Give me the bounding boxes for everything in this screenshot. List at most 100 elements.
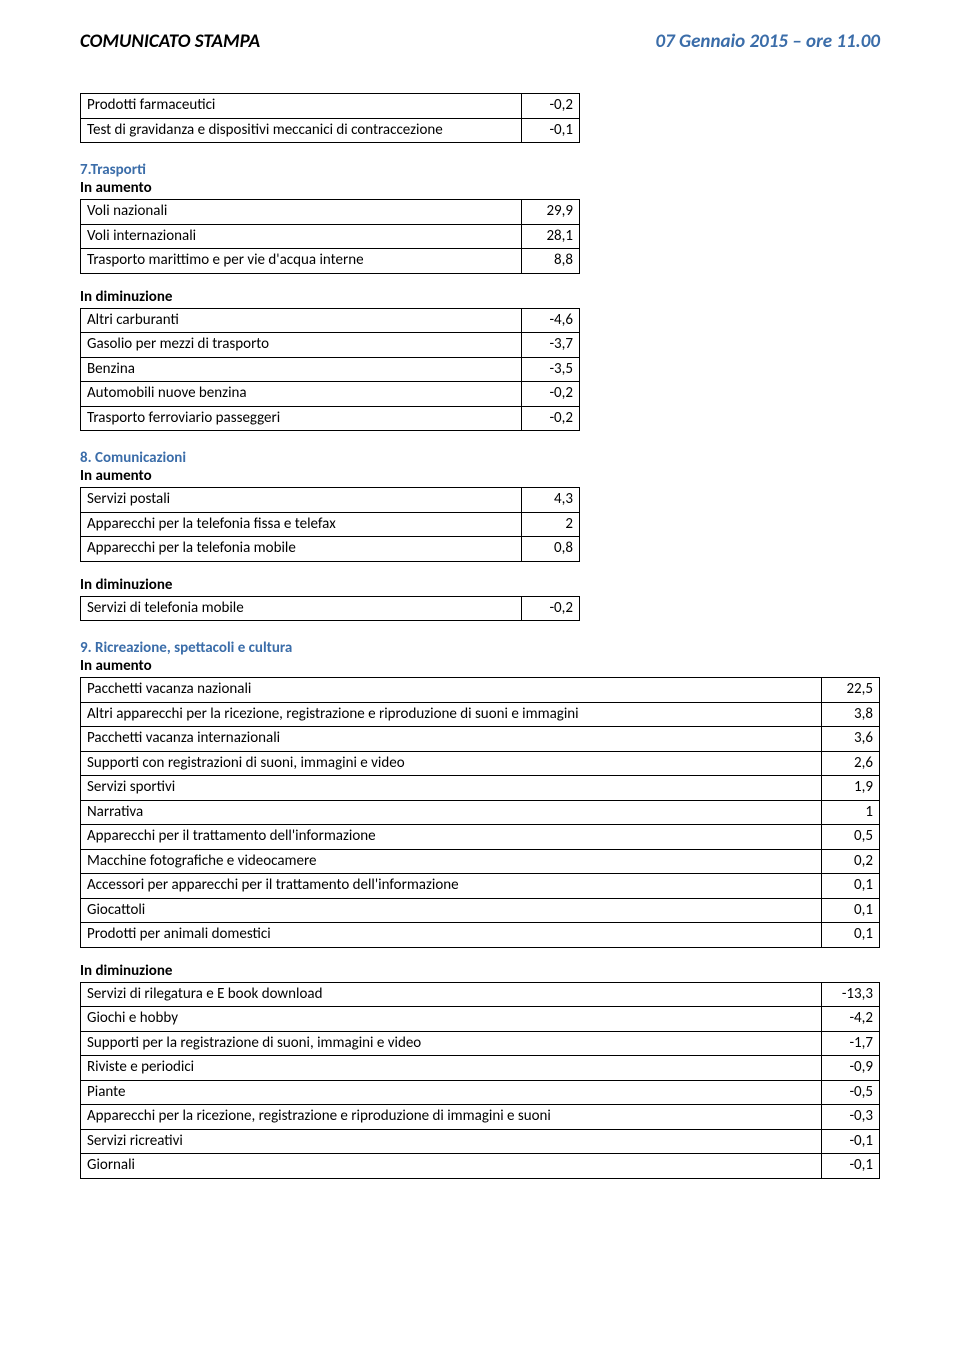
table-row: Apparecchi per la ricezione, registrazio… <box>81 1105 880 1130</box>
in-aumento-label: In aumento <box>80 179 880 197</box>
in-aumento-label: In aumento <box>80 657 880 675</box>
table-row: Apparecchi per la telefonia mobile0,8 <box>81 537 580 562</box>
row-label: Apparecchi per la telefonia mobile <box>81 537 522 562</box>
row-label: Altri apparecchi per la ricezione, regis… <box>81 702 822 727</box>
row-label: Automobili nuove benzina <box>81 382 522 407</box>
data-table: Servizi di telefonia mobile-0,2 <box>80 596 580 622</box>
table-row: Narrativa1 <box>81 800 880 825</box>
data-table: Servizi postali4,3Apparecchi per la tele… <box>80 487 580 562</box>
row-label: Prodotti farmaceutici <box>81 94 522 119</box>
data-table: Altri carburanti-4,6Gasolio per mezzi di… <box>80 308 580 432</box>
table-row: Trasporto marittimo e per vie d'acqua in… <box>81 249 580 274</box>
header-title: COMUNICATO STAMPA <box>80 30 260 53</box>
table-row: Trasporto ferroviario passeggeri-0,2 <box>81 406 580 431</box>
row-value: -3,7 <box>522 333 580 358</box>
row-value: -13,3 <box>822 982 880 1007</box>
row-label: Servizi postali <box>81 488 522 513</box>
row-label: Supporti con registrazioni di suoni, imm… <box>81 751 822 776</box>
row-value: 0,8 <box>522 537 580 562</box>
row-label: Trasporto ferroviario passeggeri <box>81 406 522 431</box>
table-row: Pacchetti vacanza nazionali22,5 <box>81 678 880 703</box>
row-label: Apparecchi per la ricezione, registrazio… <box>81 1105 822 1130</box>
section-title: 8. Comunicazioni <box>80 449 880 467</box>
table-row: Accessori per apparecchi per il trattame… <box>81 874 880 899</box>
row-label: Giocattoli <box>81 898 822 923</box>
table-row: Voli nazionali29,9 <box>81 200 580 225</box>
data-table: Servizi di rilegatura e E book download-… <box>80 982 880 1179</box>
table-row: Riviste e periodici-0,9 <box>81 1056 880 1081</box>
row-label: Piante <box>81 1080 822 1105</box>
row-label: Servizi ricreativi <box>81 1129 822 1154</box>
row-value: 1,9 <box>822 776 880 801</box>
table-row: Prodotti per animali domestici0,1 <box>81 923 880 948</box>
row-label: Servizi di telefonia mobile <box>81 596 522 621</box>
section-title: 7.Trasporti <box>80 161 880 179</box>
row-value: -0,2 <box>522 596 580 621</box>
row-label: Pacchetti vacanza internazionali <box>81 727 822 752</box>
table-row: Supporti con registrazioni di suoni, imm… <box>81 751 880 776</box>
table-row: Automobili nuove benzina-0,2 <box>81 382 580 407</box>
row-label: Supporti per la registrazione di suoni, … <box>81 1031 822 1056</box>
table-row: Servizi di telefonia mobile-0,2 <box>81 596 580 621</box>
row-value: -4,2 <box>822 1007 880 1032</box>
row-label: Test di gravidanza e dispositivi meccani… <box>81 118 522 143</box>
table-row: Servizi sportivi1,9 <box>81 776 880 801</box>
row-value: -0,9 <box>822 1056 880 1081</box>
row-value: -0,1 <box>822 1154 880 1179</box>
row-label: Voli internazionali <box>81 224 522 249</box>
row-value: -0,2 <box>522 94 580 119</box>
row-value: 2,6 <box>822 751 880 776</box>
row-label: Servizi di rilegatura e E book download <box>81 982 822 1007</box>
table-row: Test di gravidanza e dispositivi meccani… <box>81 118 580 143</box>
table-row: Prodotti farmaceutici-0,2 <box>81 94 580 119</box>
table-row: Supporti per la registrazione di suoni, … <box>81 1031 880 1056</box>
row-label: Benzina <box>81 357 522 382</box>
table-row: Giornali-0,1 <box>81 1154 880 1179</box>
row-value: 2 <box>522 512 580 537</box>
row-label: Apparecchi per la telefonia fissa e tele… <box>81 512 522 537</box>
row-value: 22,5 <box>822 678 880 703</box>
row-value: -0,3 <box>822 1105 880 1130</box>
table-row: Piante-0,5 <box>81 1080 880 1105</box>
row-label: Giochi e hobby <box>81 1007 822 1032</box>
table-row: Voli internazionali28,1 <box>81 224 580 249</box>
row-label: Macchine fotografiche e videocamere <box>81 849 822 874</box>
row-value: -0,2 <box>522 406 580 431</box>
table-row: Benzina-3,5 <box>81 357 580 382</box>
row-value: 8,8 <box>522 249 580 274</box>
row-label: Prodotti per animali domestici <box>81 923 822 948</box>
row-label: Voli nazionali <box>81 200 522 225</box>
row-value: -0,1 <box>822 1129 880 1154</box>
row-label: Accessori per apparecchi per il trattame… <box>81 874 822 899</box>
data-table: Voli nazionali29,9Voli internazionali28,… <box>80 199 580 274</box>
row-value: 3,6 <box>822 727 880 752</box>
row-value: 0,2 <box>822 849 880 874</box>
row-value: -4,6 <box>522 308 580 333</box>
table-row: Altri apparecchi per la ricezione, regis… <box>81 702 880 727</box>
table-row: Gasolio per mezzi di trasporto-3,7 <box>81 333 580 358</box>
in-aumento-label: In aumento <box>80 467 880 485</box>
table-row: Apparecchi per la telefonia fissa e tele… <box>81 512 580 537</box>
row-label: Trasporto marittimo e per vie d'acqua in… <box>81 249 522 274</box>
section-title: 9. Ricreazione, spettacoli e cultura <box>80 639 880 657</box>
row-value: 0,1 <box>822 923 880 948</box>
table-row: Servizi postali4,3 <box>81 488 580 513</box>
row-label: Apparecchi per il trattamento dell'infor… <box>81 825 822 850</box>
table-row: Pacchetti vacanza internazionali3,6 <box>81 727 880 752</box>
row-value: 3,8 <box>822 702 880 727</box>
table-row: Giochi e hobby-4,2 <box>81 1007 880 1032</box>
in-diminuzione-label: In diminuzione <box>80 962 880 980</box>
row-value: 0,1 <box>822 874 880 899</box>
row-value: 4,3 <box>522 488 580 513</box>
data-table: Pacchetti vacanza nazionali22,5Altri app… <box>80 677 880 948</box>
table-row: Giocattoli0,1 <box>81 898 880 923</box>
in-diminuzione-label: In diminuzione <box>80 288 880 306</box>
row-value: 1 <box>822 800 880 825</box>
row-label: Servizi sportivi <box>81 776 822 801</box>
table-row: Servizi di rilegatura e E book download-… <box>81 982 880 1007</box>
data-table: Prodotti farmaceutici-0,2Test di gravida… <box>80 93 580 143</box>
row-value: 28,1 <box>522 224 580 249</box>
row-label: Altri carburanti <box>81 308 522 333</box>
in-diminuzione-label: In diminuzione <box>80 576 880 594</box>
row-value: -0,5 <box>822 1080 880 1105</box>
